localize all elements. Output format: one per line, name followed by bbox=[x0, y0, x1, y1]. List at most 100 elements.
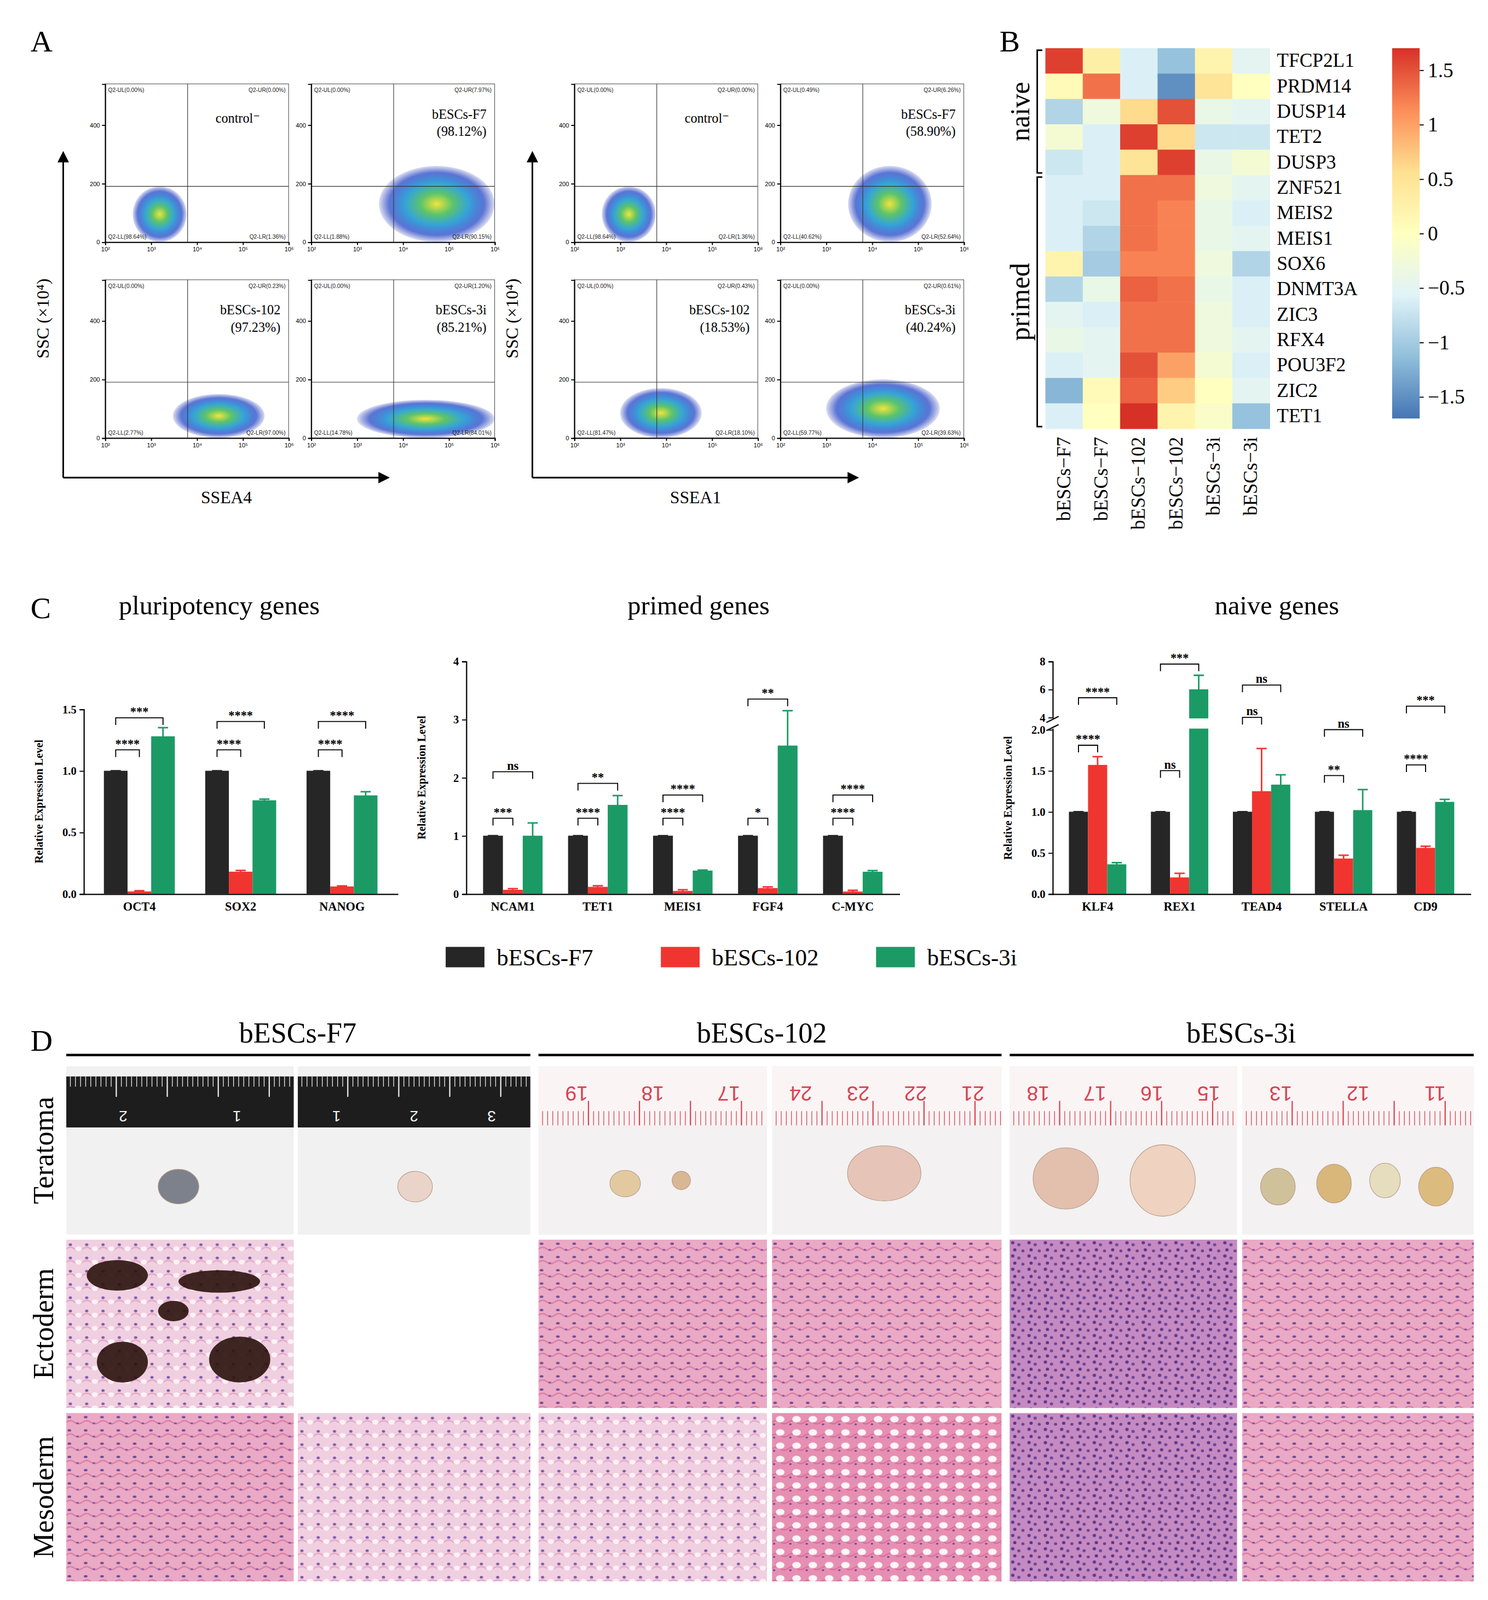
error-line bbox=[1260, 748, 1263, 834]
heatmap-cell bbox=[1120, 403, 1158, 430]
heatmap-cell bbox=[1157, 352, 1196, 379]
ruler-number: 18 bbox=[641, 1081, 665, 1105]
ruler-tick bbox=[1358, 1110, 1359, 1126]
bar bbox=[228, 871, 253, 894]
ruler-tick bbox=[217, 1076, 219, 1097]
image-bg bbox=[1242, 1239, 1474, 1408]
tick-mark bbox=[462, 893, 466, 895]
tick: 10⁵ bbox=[444, 437, 454, 449]
axis-line bbox=[105, 438, 290, 442]
error-cap bbox=[134, 889, 145, 892]
tick-mark bbox=[308, 320, 312, 322]
ruler-tick bbox=[115, 1076, 117, 1097]
tick-mark bbox=[308, 124, 312, 126]
heatmap-cell bbox=[1120, 377, 1158, 404]
heatmap-cell bbox=[1120, 276, 1158, 303]
axis-line bbox=[105, 242, 290, 246]
heatmap-cell bbox=[1157, 276, 1196, 303]
ruler-number: 21 bbox=[961, 1081, 984, 1105]
error-cap bbox=[1174, 872, 1185, 875]
significance-label: **** bbox=[830, 805, 856, 820]
teratoma-photo: 131211 bbox=[1242, 1065, 1474, 1234]
teratoma bbox=[1033, 1147, 1099, 1209]
significance-label: **** bbox=[216, 736, 242, 751]
ruler-tick bbox=[705, 1110, 706, 1126]
error-bar bbox=[1237, 810, 1248, 812]
teratoma bbox=[1316, 1163, 1352, 1203]
error-cap bbox=[677, 889, 689, 891]
ruler-tick bbox=[1058, 1100, 1060, 1126]
plot-area bbox=[105, 279, 289, 438]
quadrant-label: Q2-UR(6.26%) bbox=[923, 87, 961, 94]
histology-image bbox=[1242, 1239, 1474, 1408]
ruler-tick bbox=[510, 1076, 512, 1087]
tick-mark bbox=[101, 379, 106, 381]
error-bar bbox=[1420, 845, 1432, 850]
significance-bracket bbox=[493, 817, 513, 826]
ruler-tick bbox=[1429, 1110, 1430, 1126]
ruler-tick bbox=[197, 1076, 199, 1087]
histology-image bbox=[538, 1239, 767, 1408]
image-bg bbox=[66, 1239, 294, 1408]
x-axis: 10²10³10⁴10⁵10⁶ bbox=[307, 437, 500, 449]
quadrant-label: Q2-UR(7.97%) bbox=[454, 87, 492, 94]
panel-label: B bbox=[999, 24, 1020, 59]
bar bbox=[568, 835, 588, 894]
axis-line bbox=[571, 84, 575, 243]
percent-label: (40.24%) bbox=[906, 319, 956, 336]
axis-line bbox=[1420, 48, 1424, 419]
ruler bbox=[771, 1065, 1002, 1126]
ruler-tick bbox=[689, 1100, 691, 1126]
row-label: ZIC2 bbox=[1276, 379, 1318, 402]
quadrant-label: Q2-LL(59.77%) bbox=[783, 429, 822, 436]
ruler-tick bbox=[377, 1076, 379, 1087]
significance-label: **** bbox=[318, 736, 343, 751]
tick-label: 0 bbox=[1427, 222, 1439, 245]
ruler-tick bbox=[1327, 1110, 1329, 1126]
error-bar bbox=[1073, 810, 1084, 812]
ruler-number: 17 bbox=[1083, 1081, 1106, 1105]
ruler-tick bbox=[898, 1110, 899, 1126]
plot-area bbox=[104, 727, 378, 894]
group-label: naive bbox=[1004, 81, 1036, 142]
quadrant-label: Q2-UL(0.00%) bbox=[783, 283, 820, 290]
ruler-tick bbox=[337, 1076, 338, 1087]
heatmap-cell bbox=[1082, 276, 1121, 303]
heatmap-cell bbox=[1157, 225, 1196, 252]
ruler-tick bbox=[598, 1110, 599, 1126]
tick: 1.5 bbox=[1031, 764, 1053, 777]
significance-bracket bbox=[318, 749, 343, 757]
ruler-tick bbox=[1439, 1110, 1441, 1126]
tick-label: 10⁴ bbox=[661, 441, 672, 449]
tick-label: STELLA bbox=[1319, 899, 1368, 914]
ruler-tick bbox=[1337, 1110, 1338, 1126]
error-bar bbox=[762, 886, 774, 890]
tick-label: 10² bbox=[307, 441, 316, 449]
significance-bracket bbox=[493, 771, 533, 779]
tick: 400 bbox=[89, 122, 106, 129]
plot-area bbox=[780, 83, 964, 242]
ruler-tick bbox=[877, 1110, 879, 1126]
tick-label: 10² bbox=[570, 245, 580, 253]
tick: 200 bbox=[764, 376, 781, 383]
ruler-tick bbox=[552, 1110, 553, 1126]
tick: 0 bbox=[302, 238, 312, 246]
gate-line bbox=[656, 83, 657, 242]
teratoma bbox=[847, 1145, 921, 1202]
tick: 200 bbox=[558, 376, 575, 383]
x-axis: 10²10³10⁴10⁵10⁶ bbox=[776, 437, 970, 449]
tick-mark bbox=[1048, 689, 1053, 691]
tick-label: 10⁶ bbox=[284, 245, 294, 253]
legend-swatch bbox=[660, 946, 700, 967]
tick-mark bbox=[1419, 124, 1424, 126]
tick-label: 2 bbox=[453, 771, 459, 784]
ruler-tick bbox=[857, 1110, 858, 1126]
ruler-tick bbox=[1342, 1100, 1344, 1126]
tick: 10⁴ bbox=[867, 437, 878, 449]
x-axis-title: SSEA4 bbox=[200, 487, 252, 507]
tick: CD9 bbox=[1413, 893, 1438, 914]
tick-label: 6 bbox=[1039, 683, 1046, 696]
teratoma-photo: 123 bbox=[297, 1065, 531, 1234]
heatmap-cell bbox=[1195, 200, 1233, 227]
ruler-number: 19 bbox=[564, 1081, 588, 1105]
